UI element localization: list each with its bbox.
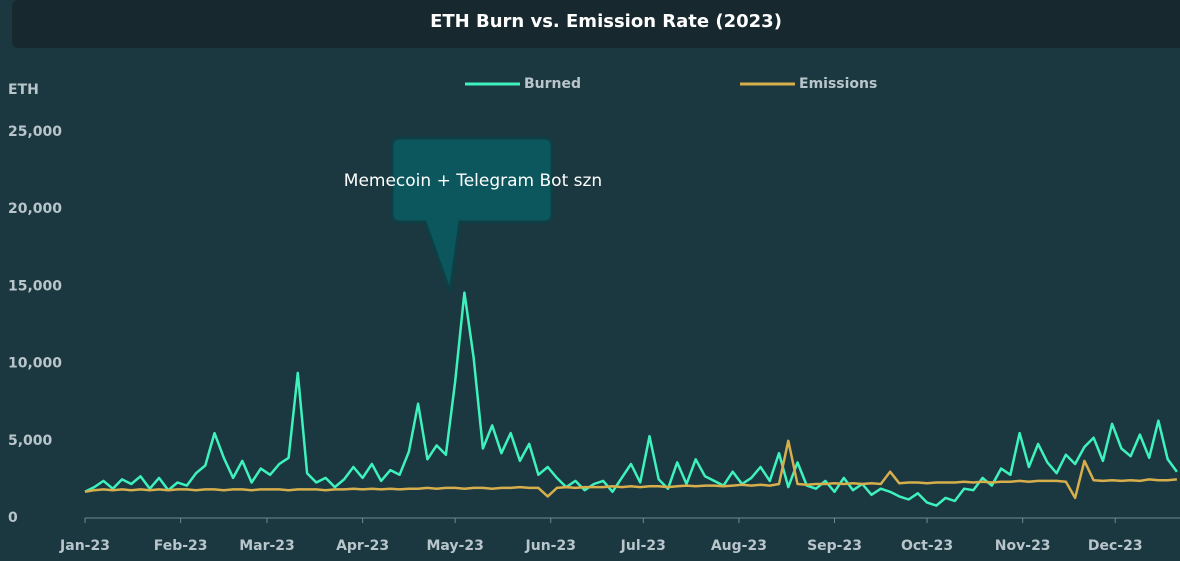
annotation-callout: [390, 136, 554, 293]
x-tick-label: Jun-23: [525, 538, 576, 554]
x-tick-label: Feb-23: [154, 538, 208, 554]
series-line: [84, 291, 1178, 507]
chart-title: ETH Burn vs. Emission Rate (2023): [430, 11, 782, 32]
x-tick-label: Aug-23: [711, 538, 767, 554]
plot-area: 0 5,000 10,000 15,000 20,000 25,000 Jan-23 Feb-…: [8, 124, 1180, 554]
y-tick-label: 0: [8, 510, 18, 526]
y-axis-label: ETH: [8, 82, 39, 98]
legend-label: Burned: [524, 76, 581, 92]
annotation: Memecoin + Telegram Bot szn: [344, 171, 602, 191]
x-tick-label: Apr-23: [336, 538, 389, 554]
y-tick-label: 10,000: [8, 356, 62, 372]
x-tick-label: Dec-23: [1088, 538, 1143, 554]
x-tick-label: Nov-23: [995, 538, 1051, 554]
y-tick-label: 15,000: [8, 278, 62, 294]
x-tick-label: Jul-23: [620, 538, 666, 554]
x-tick-label: May-23: [426, 538, 483, 554]
y-tick-label: 5,000: [8, 433, 53, 449]
x-tick-label: Oct-23: [901, 538, 953, 554]
series-line: [84, 439, 1178, 500]
x-tick-label: Mar-23: [239, 538, 295, 554]
y-tick-label: 25,000: [8, 124, 62, 140]
y-tick-label: 20,000: [8, 201, 62, 217]
title-bar: [12, 0, 1180, 48]
legend-label: Emissions: [799, 76, 877, 92]
x-tick-label: Jan-23: [59, 538, 110, 554]
x-tick-label: Sep-23: [807, 538, 862, 554]
